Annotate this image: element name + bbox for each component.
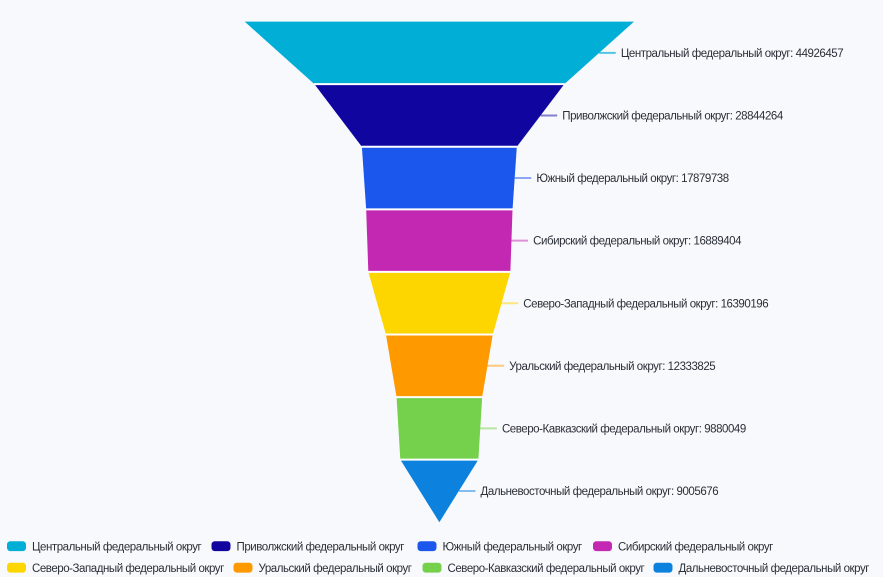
svg-text:Дальневосточный федеральный ок: Дальневосточный федеральный округ: 90056… bbox=[481, 486, 719, 498]
svg-text:Дальневосточный федеральный ок: Дальневосточный федеральный округ bbox=[679, 563, 870, 575]
svg-text:Центральный федеральный округ: Центральный федеральный округ bbox=[32, 541, 202, 553]
svg-text:Центральный федеральный округ:: Центральный федеральный округ: 44926457 bbox=[621, 48, 843, 60]
svg-text:Уральский федеральный округ: 1: Уральский федеральный округ: 12333825 bbox=[509, 361, 715, 373]
svg-text:Северо-Кавказский федеральный: Северо-Кавказский федеральный округ: 988… bbox=[502, 423, 746, 435]
svg-text:Южный федеральный округ: 17879: Южный федеральный округ: 17879738 bbox=[536, 173, 728, 185]
svg-text:Сибирский федеральный округ: 1: Сибирский федеральный округ: 16889404 bbox=[533, 236, 742, 248]
svg-text:Приволжский федеральный округ:: Приволжский федеральный округ: 28844264 bbox=[562, 111, 784, 123]
svg-text:Приволжский федеральный округ: Приволжский федеральный округ bbox=[237, 541, 405, 553]
svg-text:Южный федеральный округ: Южный федеральный округ bbox=[443, 541, 583, 553]
svg-text:Уральский федеральный округ: Уральский федеральный округ bbox=[259, 563, 412, 575]
svg-text:Северо-Кавказский федеральный: Северо-Кавказский федеральный округ bbox=[448, 563, 645, 575]
svg-text:Сибирский федеральный округ: Сибирский федеральный округ bbox=[618, 541, 773, 553]
svg-text:Северо-Западный федеральный ок: Северо-Западный федеральный округ bbox=[32, 563, 224, 575]
svg-text:Северо-Западный федеральный ок: Северо-Западный федеральный округ: 16390… bbox=[523, 298, 768, 310]
